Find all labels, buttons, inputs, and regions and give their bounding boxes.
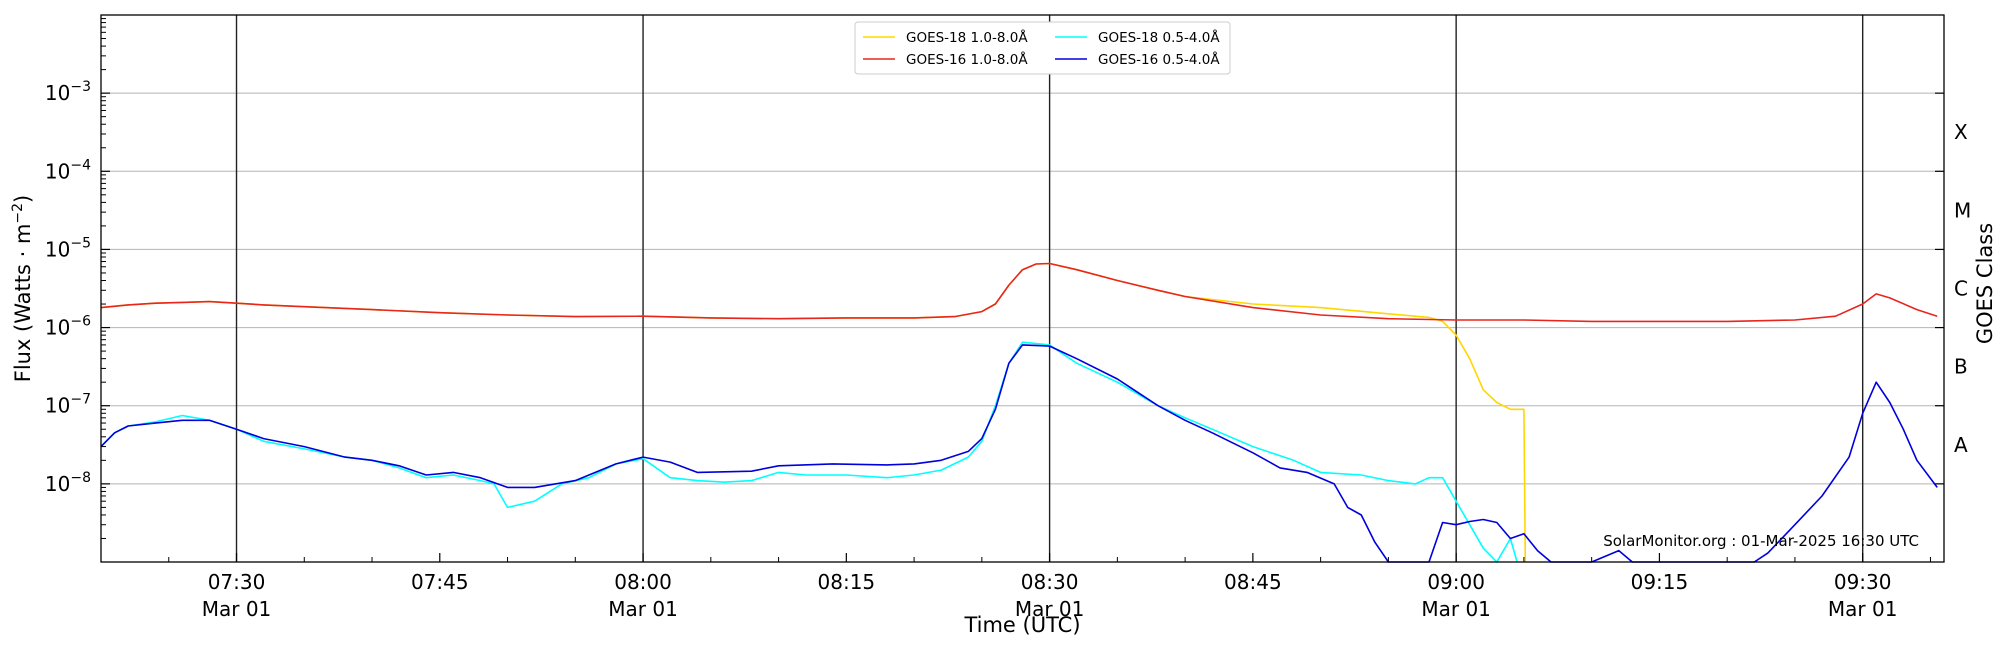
y-tick-exponent: −3 <box>70 79 91 95</box>
y-tick-base: 10 <box>45 237 70 261</box>
x-tick-date-label: Mar 01 <box>1421 597 1491 621</box>
legend-label-4: GOES-16 0.5-4.0Å <box>1098 51 1220 68</box>
x-axis-ticks: 07:30 Mar 01 07:45 08:00 Mar 01 08:15 08:30 Mar… <box>100 553 1931 621</box>
x-tick-label: 07:45 <box>411 570 469 594</box>
watermark-text: SolarMonitor.org : 01-Mar-2025 16:30 UTC <box>1603 532 1919 550</box>
y-tick-base: 10 <box>45 394 70 418</box>
y-tick-label: 10−4 <box>45 157 91 183</box>
x-tick-label: 08:30 <box>1021 570 1079 594</box>
series-line-3 <box>100 341 1518 563</box>
y-axis-title-main: Flux (Watts · m <box>11 224 35 383</box>
x-tick-label: 07:30 <box>208 570 266 594</box>
goes-class-label: X <box>1954 120 1968 144</box>
legend-label-3: GOES-18 0.5-4.0Å <box>1098 29 1220 46</box>
x-tick-label: 09:15 <box>1631 570 1689 594</box>
y-tick-exponent: −5 <box>70 235 91 251</box>
y-axis-ticks: 10−810−710−610−510−410−3 <box>45 18 1944 539</box>
series-line-4 <box>100 344 1938 563</box>
legend-box <box>854 21 1231 75</box>
y-tick-base: 10 <box>45 472 70 496</box>
y-tick-label: 10−5 <box>45 235 91 261</box>
x-axis-title: Time (UTC) <box>963 613 1080 637</box>
y-tick-exponent: −8 <box>70 470 91 486</box>
y-tick-label: 10−6 <box>45 314 91 340</box>
goes-class-labels: A B C M X <box>1954 120 1971 457</box>
x-tick-label: 08:15 <box>818 570 876 594</box>
vertical-time-lines <box>235 15 1864 562</box>
series-layer <box>100 262 1938 563</box>
series-line-1 <box>100 262 1527 563</box>
y-tick-exponent: −4 <box>70 157 91 173</box>
goes-class-label: M <box>1954 198 1971 222</box>
grid-layer <box>101 92 1944 485</box>
y-tick-label: 10−7 <box>45 392 91 418</box>
goes-class-label: C <box>1954 277 1968 301</box>
y-axis-title-sup: −2 <box>10 203 26 224</box>
series-line-2 <box>100 262 1938 323</box>
x-tick-label: 09:00 <box>1427 570 1485 594</box>
y-tick-base: 10 <box>45 316 70 340</box>
plot-frame <box>100 14 1945 563</box>
legend-label-2: GOES-16 1.0-8.0Å <box>906 51 1028 68</box>
x-tick-date-label: Mar 01 <box>1828 597 1898 621</box>
y-tick-exponent: −7 <box>70 392 91 408</box>
x-tick-label: 08:45 <box>1224 570 1282 594</box>
x-tick-date-label: Mar 01 <box>202 597 272 621</box>
x-tick-date-label: Mar 01 <box>1015 597 1085 621</box>
legend-items: GOES-18 1.0-8.0Å GOES-16 1.0-8.0Å GOES-18 … <box>863 29 1220 68</box>
goes-class-label: B <box>1954 355 1968 379</box>
y-axis-title: Flux (Watts · m−2) <box>10 195 35 383</box>
y-tick-label: 10−3 <box>45 79 91 105</box>
x-tick-label: 08:00 <box>614 570 672 594</box>
y-tick-base: 10 <box>45 159 70 183</box>
y-tick-exponent: −6 <box>70 314 91 330</box>
legend: GOES-18 1.0-8.0Å GOES-16 1.0-8.0Å GOES-18 … <box>854 21 1231 75</box>
legend-label-1: GOES-18 1.0-8.0Å <box>906 29 1028 46</box>
goes-class-axis-title: GOES Class <box>1973 223 1997 344</box>
y-axis-title-close: ) <box>11 195 35 203</box>
x-tick-label: 09:30 <box>1834 570 1892 594</box>
y-tick-label: 10−8 <box>45 470 91 496</box>
x-tick-date-label: Mar 01 <box>608 597 678 621</box>
goes-class-label: A <box>1954 433 1968 457</box>
y-tick-base: 10 <box>45 81 70 105</box>
